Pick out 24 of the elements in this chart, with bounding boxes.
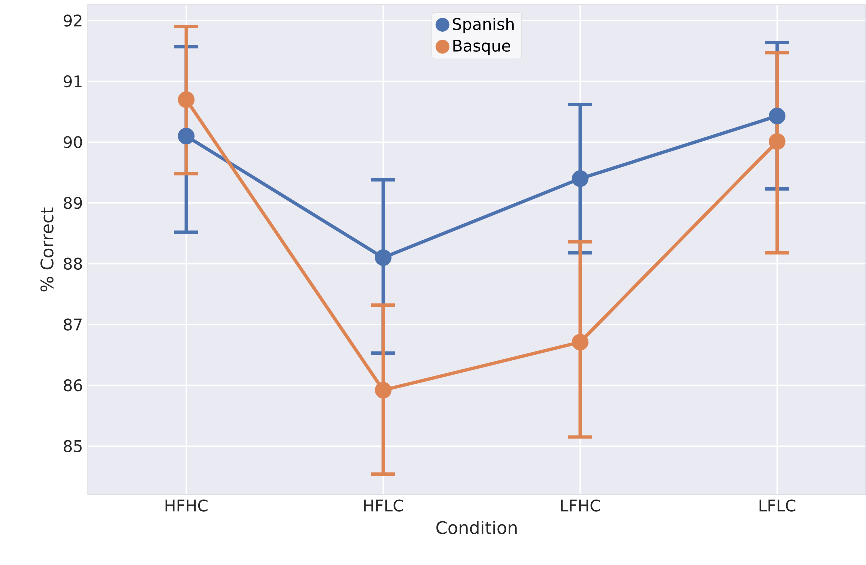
point <box>572 334 589 351</box>
legend-label: Spanish <box>453 18 514 34</box>
y-tick-label: 90 <box>64 136 82 148</box>
y-tick-label: 87 <box>64 318 82 331</box>
point <box>178 128 195 145</box>
point <box>375 250 392 266</box>
point <box>769 108 786 125</box>
y-tick-label: 88 <box>64 258 82 270</box>
x-tick-label: HFHC <box>166 500 208 512</box>
point <box>769 133 786 150</box>
x-tick-label: LFHC <box>561 500 600 512</box>
x-axis-title: Condition <box>436 520 517 534</box>
point <box>178 91 195 108</box>
legend-label: Basque <box>454 40 510 56</box>
y-tick-label: 92 <box>64 14 82 27</box>
point <box>375 382 392 399</box>
y-tick-label: 89 <box>64 197 82 210</box>
y-tick-label: 85 <box>64 440 82 452</box>
x-tick-label: HFLC <box>364 500 404 512</box>
point <box>572 170 589 188</box>
x-tick-label: LFLC <box>760 500 796 512</box>
y-tick-label: 86 <box>64 380 82 392</box>
y-tick-label: 91 <box>64 76 82 88</box>
y-axis-title: % Correct <box>40 208 54 292</box>
